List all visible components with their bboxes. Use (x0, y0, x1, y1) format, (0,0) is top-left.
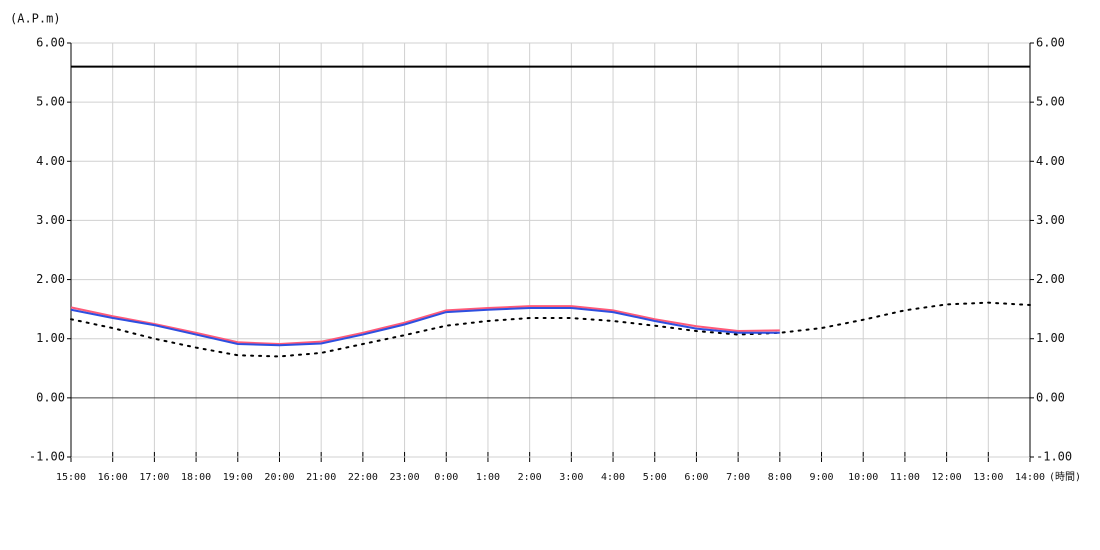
x-tick-label: 15:00 (56, 472, 86, 483)
y-tick-label-right: 5.00 (1036, 95, 1065, 109)
x-tick-label: 20:00 (264, 472, 294, 483)
y-tick-label-right: -1.00 (1036, 450, 1072, 464)
y-tick-label: 2.00 (36, 272, 65, 286)
y-tick-label: 6.00 (36, 36, 65, 50)
x-tick-label: 17:00 (139, 472, 169, 483)
y-tick-label-right: 0.00 (1036, 390, 1065, 404)
x-tick-label: 1:00 (476, 472, 500, 483)
x-tick-label: 8:00 (768, 472, 792, 483)
series-line (70, 301, 1031, 358)
x-tick-label: 10:00 (848, 472, 878, 483)
y-tick-label: 0.00 (36, 390, 65, 404)
x-tick-label: 13:00 (973, 472, 1003, 483)
x-tick-label: 12:00 (932, 472, 962, 483)
y-tick-label-right: 1.00 (1036, 331, 1065, 345)
x-tick-label: 6:00 (684, 472, 708, 483)
x-tick-label: 2:00 (518, 472, 542, 483)
x-tick-label: 11:00 (890, 472, 920, 483)
x-tick-label: 21:00 (306, 472, 336, 483)
y-tick-label: 5.00 (36, 95, 65, 109)
series-line (70, 305, 780, 346)
x-tick-label: 18:00 (181, 472, 211, 483)
y-tick-label: -1.00 (29, 450, 65, 464)
x-tick-label: 22:00 (348, 472, 378, 483)
y-tick-label-right: 6.00 (1036, 36, 1065, 50)
x-tick-label: 9:00 (809, 472, 833, 483)
x-tick-label: 14:00 (1015, 472, 1045, 483)
x-tick-label: 19:00 (223, 472, 253, 483)
x-tick-label: 23:00 (390, 472, 420, 483)
y-tick-label: 1.00 (36, 331, 65, 345)
y-axis-label: (A.P.m) (10, 12, 61, 26)
x-tick-label: 5:00 (643, 472, 667, 483)
series-line (70, 306, 780, 347)
y-tick-label-right: 4.00 (1036, 154, 1065, 168)
y-tick-label-right: 3.00 (1036, 213, 1065, 227)
y-tick-label: 4.00 (36, 154, 65, 168)
x-axis-label: (時間) (1049, 471, 1081, 483)
y-tick-label: 3.00 (36, 213, 65, 227)
x-tick-label: 4:00 (601, 472, 625, 483)
y-tick-label-right: 2.00 (1036, 272, 1065, 286)
x-tick-label: 3:00 (559, 472, 583, 483)
x-tick-label: 16:00 (98, 472, 128, 483)
x-tick-label: 0:00 (434, 472, 458, 483)
x-tick-label: 7:00 (726, 472, 750, 483)
